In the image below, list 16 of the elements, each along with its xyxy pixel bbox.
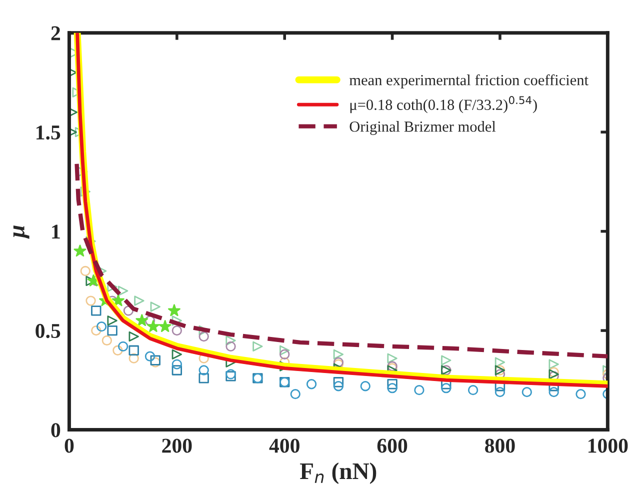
y-tick-label: 0 — [51, 423, 60, 438]
y-tick-label: 0.5 — [36, 324, 60, 338]
x-tick-label: 600 — [377, 438, 408, 453]
x-axis-title: F$_{n}$ (nN) — [300, 462, 376, 484]
y-tick-label: 1.5 — [36, 126, 60, 140]
legend-label: μ=0.18 coth(0.18 (F/33.2)$^{0.54}$) — [350, 96, 537, 114]
y-axis-title: μ — [13, 226, 30, 239]
x-tick-label: 800 — [485, 438, 515, 453]
legend-label: mean experimerntal friction coefficient — [349, 74, 588, 88]
y-tick-label: 1 — [52, 224, 60, 239]
x-tick-label: 0 — [64, 438, 74, 453]
legend-label: Original Brizmer model — [350, 121, 496, 135]
x-tick-label: 200 — [162, 438, 192, 453]
x-tick-label: 400 — [269, 438, 300, 453]
x-tick-label: 1000 — [588, 438, 628, 453]
y-tick-label: 2 — [51, 26, 60, 40]
